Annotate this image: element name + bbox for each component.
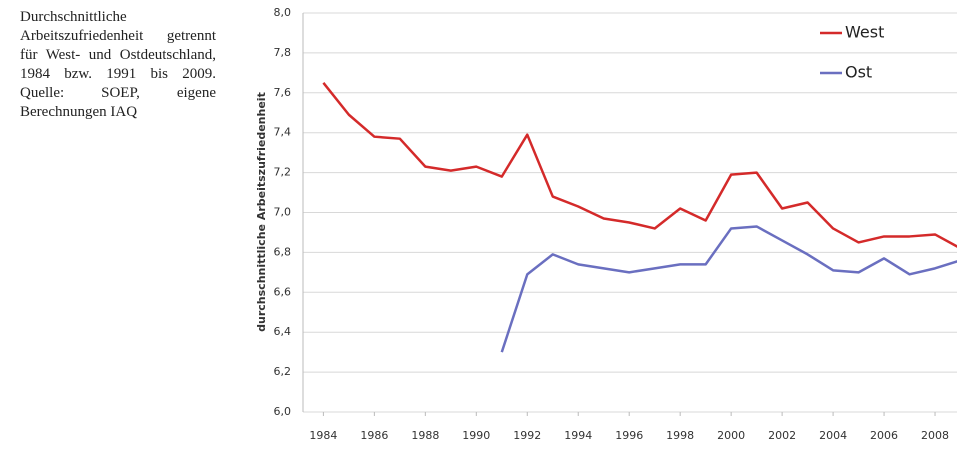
x-tick-label: 2000 [717, 429, 745, 442]
series-line [500, 225, 957, 353]
y-axis-label: durchschnittliche Arbeitszufriedenheit [255, 92, 268, 332]
x-tick-label: 1994 [564, 429, 592, 442]
caption: Durchschnittliche Arbeitszufriedenheit g… [20, 9, 216, 120]
y-tick-label: 6,8 [274, 245, 292, 258]
legend-label: West [845, 23, 884, 42]
x-tick-label: 2008 [921, 429, 949, 442]
x-tick-label: 1998 [666, 429, 694, 442]
y-tick-label: 7,2 [274, 166, 292, 179]
x-tick-label: 1992 [513, 429, 541, 442]
x-tick-label: 1986 [360, 429, 388, 442]
y-tick-label: 7,4 [274, 126, 292, 139]
x-tick-label: 2002 [768, 429, 796, 442]
x-tick-label: 2004 [819, 429, 847, 442]
x-tick-label: 1984 [309, 429, 337, 442]
y-tick-label: 7,6 [274, 86, 292, 99]
y-tick-label: 7,0 [274, 206, 292, 219]
y-tick-label: 7,8 [274, 46, 292, 59]
series-line [322, 82, 957, 248]
y-tick-label: 6,4 [274, 325, 292, 338]
x-tick-label: 1990 [462, 429, 490, 442]
y-tick-label: 6,2 [274, 365, 292, 378]
legend-label: Ost [845, 63, 872, 82]
y-tick-label: 6,0 [274, 405, 292, 418]
y-tick-label: 8,0 [274, 6, 292, 19]
y-tick-label: 6,6 [274, 285, 292, 298]
x-tick-label: 1988 [411, 429, 439, 442]
x-tick-label: 2006 [870, 429, 898, 442]
x-tick-label: 1996 [615, 429, 643, 442]
